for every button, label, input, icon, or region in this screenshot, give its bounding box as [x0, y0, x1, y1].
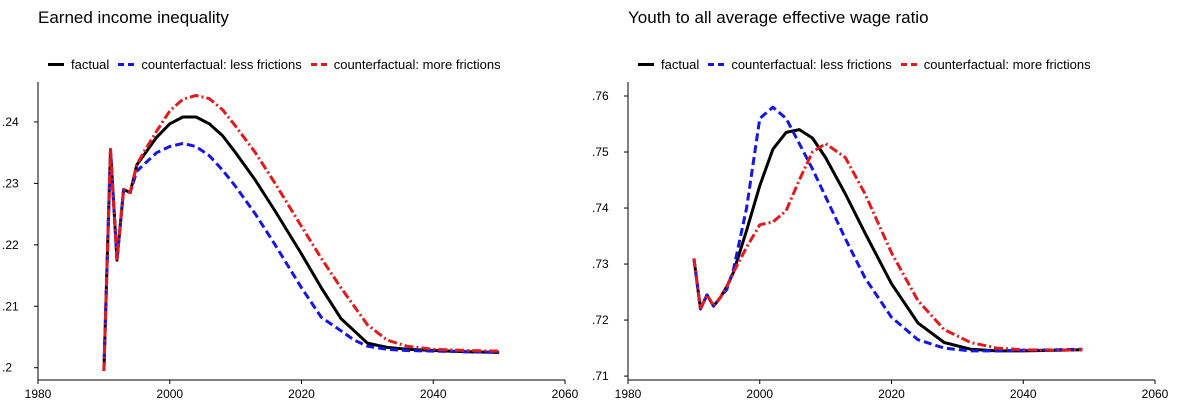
- y-tick-label: .71: [592, 369, 609, 383]
- legend-item-less-frictions: counterfactual: less frictions: [708, 56, 892, 72]
- legend-swatch-more-frictions: [900, 62, 917, 66]
- y-tick-label: .23: [2, 176, 19, 190]
- series-line-factual: [102, 115, 500, 371]
- legend-swatch-less-frictions: [118, 62, 135, 66]
- chart-legend: factual counterfactual: less frictions c…: [638, 56, 1100, 72]
- legend-label: counterfactual: more frictions: [333, 56, 501, 72]
- x-tick-label: 1980: [615, 387, 642, 401]
- legend-item-more-frictions: counterfactual: more frictions: [900, 56, 1091, 72]
- series-line-more-frictions: [102, 94, 500, 371]
- chart-title: Youth to all average effective wage rati…: [628, 8, 929, 27]
- y-tick-label: .74: [592, 201, 609, 215]
- chart-legend: factual counterfactual: less frictions c…: [48, 56, 510, 72]
- y-tick-label: .73: [592, 257, 609, 271]
- legend-item-factual: factual: [638, 57, 699, 72]
- x-tick-label: 2000: [156, 387, 183, 401]
- x-tick-label: 2020: [878, 387, 905, 401]
- legend-item-more-frictions: counterfactual: more frictions: [310, 56, 501, 72]
- line-chart-youth-wage-ratio: .71 .72 .73 .74 .75 .76 1980 2000 2020 2040 2060: [592, 82, 1169, 401]
- legend-swatch-more-frictions: [310, 62, 327, 66]
- x-tick-label: 2060: [1142, 387, 1169, 401]
- legend-item-less-frictions: counterfactual: less frictions: [118, 56, 302, 72]
- chart-panel-youth-wage-ratio: Youth to all average effective wage rati…: [590, 0, 1180, 410]
- x-tick-label: 1980: [25, 387, 52, 401]
- legend-label: factual: [661, 56, 700, 72]
- legend-swatch-less-frictions: [708, 62, 725, 66]
- legend-item-factual: factual: [48, 57, 109, 72]
- x-tick-label: 2060: [552, 387, 579, 401]
- chart-panel-earned-income: Earned income inequality factual counter…: [2, 8, 579, 401]
- y-tick-label: .75: [592, 145, 609, 159]
- y-tick-label: .22: [2, 238, 19, 252]
- y-tick-label: .2: [2, 361, 12, 375]
- legend-label: factual: [71, 56, 110, 72]
- chart-title: Earned income inequality: [38, 8, 229, 27]
- legend-label: counterfactual: less frictions: [141, 56, 302, 72]
- y-tick-label: .76: [592, 89, 609, 103]
- x-tick-label: 2000: [746, 387, 773, 401]
- x-tick-label: 2040: [1010, 387, 1037, 401]
- y-tick-label: .21: [2, 299, 19, 313]
- legend-label: counterfactual: more frictions: [923, 56, 1091, 72]
- x-tick-label: 2040: [420, 387, 447, 401]
- legend-swatch-factual: [48, 62, 64, 66]
- y-tick-label: .72: [592, 313, 609, 327]
- legend-swatch-factual: [638, 62, 654, 66]
- series-line-less-frictions: [692, 105, 1083, 353]
- line-chart-earned-income: .2 .21 .22 .23 .24 1980 2000 2020 2040 2060: [2, 82, 579, 401]
- series-line-more-frictions: [692, 142, 1083, 352]
- x-tick-label: 2020: [288, 387, 315, 401]
- series-line-less-frictions: [102, 141, 500, 371]
- y-tick-label: .24: [2, 115, 19, 129]
- legend-label: counterfactual: less frictions: [731, 56, 892, 72]
